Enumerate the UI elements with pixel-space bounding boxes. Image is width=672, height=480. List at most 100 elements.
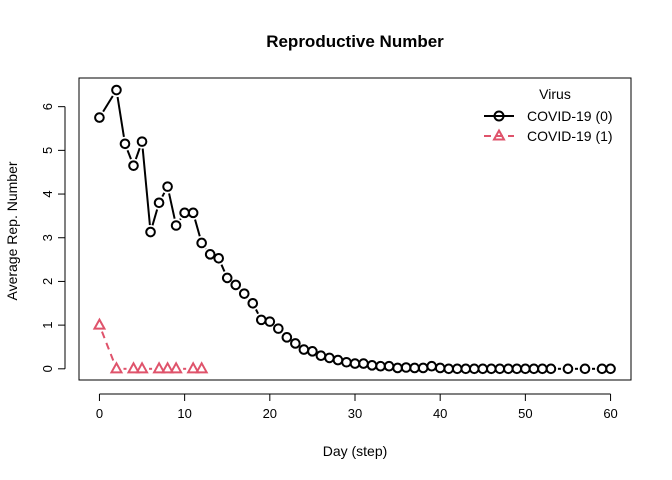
data-point (187, 207, 199, 219)
data-point (562, 363, 574, 375)
data-point (169, 361, 183, 374)
data-point (145, 226, 156, 238)
plot-frame (78, 77, 632, 381)
series-segment (141, 148, 151, 226)
data-point (341, 356, 352, 368)
x-tick-label: 30 (348, 406, 362, 421)
data-point (460, 363, 472, 375)
data-point (537, 363, 548, 375)
data-point (477, 363, 489, 375)
y-axis-label: Average Rep. Number (4, 161, 20, 300)
series-segment (168, 193, 176, 219)
series-layer (92, 84, 616, 375)
data-point (485, 363, 497, 375)
series-covid-19-1 (92, 317, 209, 374)
data-point (109, 361, 124, 374)
x-tick-label: 50 (518, 406, 532, 421)
data-point (238, 288, 250, 299)
series-segment (116, 96, 125, 138)
series-covid-19-0 (94, 84, 616, 375)
data-point (366, 360, 378, 371)
data-point (136, 136, 148, 147)
data-point (230, 279, 242, 291)
data-point (307, 346, 318, 357)
legend-label-covid-19-0: COVID-19 (0) (527, 108, 613, 124)
y-tick-label: 3 (40, 234, 55, 241)
data-point (264, 316, 276, 327)
data-point (170, 220, 182, 231)
data-point (451, 363, 463, 375)
data-point (135, 361, 149, 374)
x-tick-label: 40 (433, 406, 447, 421)
data-point (545, 363, 557, 375)
chart-title: Reproductive Number (266, 32, 444, 51)
data-point (605, 363, 616, 375)
data-point (179, 207, 190, 219)
legend-label-covid-19-1: COVID-19 (1) (527, 128, 613, 144)
data-point (503, 363, 514, 375)
x-tick-label: 60 (603, 406, 617, 421)
data-point (213, 252, 225, 264)
data-point (494, 363, 506, 375)
data-point (162, 181, 173, 192)
data-point (204, 249, 216, 260)
data-point (290, 338, 301, 349)
data-point (247, 297, 259, 309)
data-point (153, 197, 165, 209)
x-tick-label: 0 (96, 406, 103, 421)
y-tick-label: 0 (40, 365, 55, 372)
y-tick-label: 4 (40, 190, 55, 197)
data-point (400, 362, 412, 373)
data-point (349, 358, 361, 369)
series-segment (151, 209, 159, 226)
data-point (511, 363, 523, 375)
data-point (520, 363, 531, 375)
data-point (434, 362, 446, 374)
y-axis: 0 1 2 3 4 5 6 (40, 103, 66, 372)
series-segment (134, 147, 141, 160)
data-point (273, 323, 284, 334)
data-point (596, 363, 608, 375)
data-point (528, 363, 540, 375)
data-point (315, 350, 327, 362)
series-segment (101, 331, 115, 363)
legend-marker-covid-19-1 (492, 128, 506, 141)
data-point (196, 237, 207, 249)
x-axis: 0 10 20 30 40 50 60 (96, 393, 618, 421)
series-segment (255, 309, 259, 315)
data-point (358, 358, 369, 369)
data-point (375, 360, 386, 372)
data-point (194, 361, 209, 374)
series-segment (161, 192, 166, 198)
data-point (417, 362, 429, 374)
series-segment (220, 264, 226, 272)
data-point (298, 344, 310, 355)
data-point (119, 138, 131, 150)
data-point (94, 112, 105, 123)
data-point (468, 363, 480, 375)
data-point (186, 361, 200, 374)
y-tick-label: 2 (40, 278, 55, 285)
data-point (92, 317, 107, 330)
legend-title: Virus (539, 86, 571, 102)
legend: Virus COVID-19 (0) COVID-19 (1) (484, 86, 613, 144)
data-point (324, 352, 335, 364)
data-point (111, 84, 122, 96)
series-segment (179, 218, 182, 221)
data-point (579, 363, 591, 375)
data-point (152, 361, 166, 374)
data-point (426, 360, 437, 372)
data-point (255, 314, 267, 326)
y-tick-label: 1 (40, 322, 55, 329)
data-point (443, 363, 455, 375)
series-segment (102, 95, 114, 113)
y-tick-label: 5 (40, 147, 55, 154)
data-point (126, 361, 141, 374)
x-tick-label: 10 (177, 406, 191, 421)
x-tick-label: 20 (263, 406, 277, 421)
data-point (409, 362, 420, 374)
data-point (383, 360, 395, 372)
series-segment (194, 219, 201, 237)
legend-marker-covid-19-0 (493, 110, 505, 122)
